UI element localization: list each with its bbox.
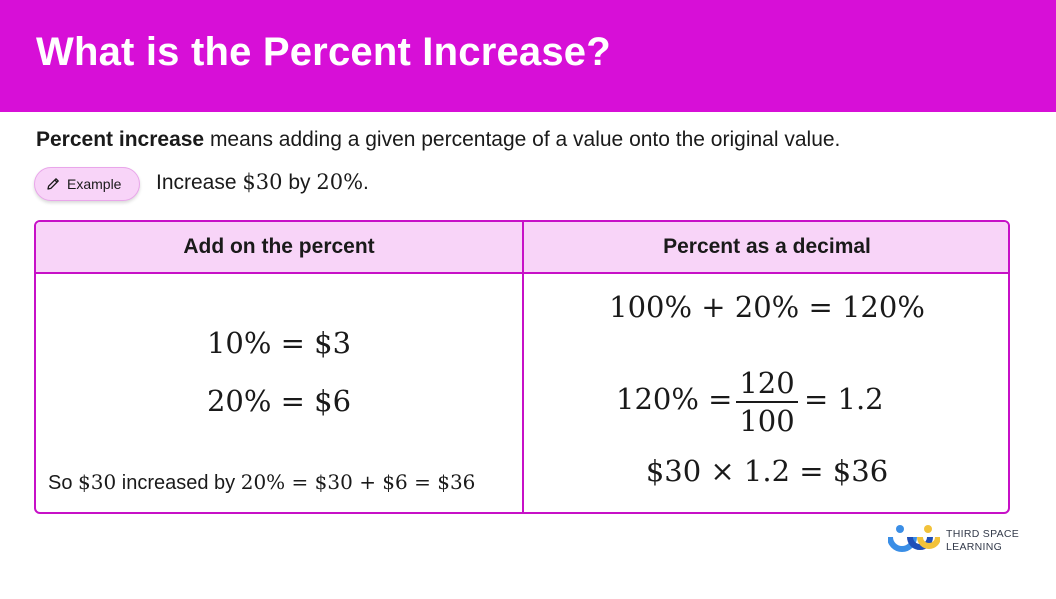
page-title: What is the Percent Increase? — [36, 30, 611, 74]
fraction-rhs: = 1.2 — [804, 382, 884, 416]
example-middle: by — [282, 171, 317, 194]
equation-120-percent: 100% + 20% = 120% — [609, 290, 925, 324]
logo-mark-icon — [888, 525, 940, 552]
pencil-icon — [47, 178, 59, 190]
fraction-denominator: 100 — [739, 404, 795, 438]
method-table: Add on the percent Percent as a decimal … — [34, 220, 1010, 514]
fraction: 120 100 — [736, 366, 798, 438]
summary-amount: $30 — [78, 470, 117, 494]
definition-term: Percent increase — [36, 128, 205, 151]
fraction-lhs: 120% = — [616, 382, 733, 416]
summary-middle: increased by — [116, 472, 241, 494]
cell-add-on-percent: 10% = $3 20% = $6 So $30 increased by 20… — [36, 274, 522, 512]
third-space-learning-logo: THIRD SPACE LEARNING — [888, 524, 1028, 556]
fraction-bar — [736, 401, 798, 403]
example-suffix: . — [363, 171, 369, 194]
definition-text: Percent increase means adding a given pe… — [36, 128, 840, 152]
summary-prefix: So — [48, 472, 79, 494]
logo-text: THIRD SPACE LEARNING — [946, 528, 1019, 554]
example-badge: Example — [34, 167, 140, 201]
logo-text-line1: THIRD SPACE — [946, 528, 1020, 540]
column-divider — [522, 222, 524, 512]
equation-20-percent: 20% = $6 — [206, 384, 352, 418]
header-percent-decimal: Percent as a decimal — [663, 235, 871, 258]
logo-text-line2: LEARNING — [946, 541, 1003, 553]
summary-line: So $30 increased by 20% = $30 + $6 = $36 — [48, 470, 475, 495]
example-label: Example — [67, 176, 122, 192]
fraction-numerator: 120 — [739, 366, 795, 400]
summary-math: 20% = $30 + $6 = $36 — [240, 470, 476, 494]
example-percent: 20% — [316, 170, 364, 194]
definition-body: means adding a given percentage of a val… — [204, 128, 841, 151]
example-prompt: Increase $30 by 20%. — [156, 170, 369, 195]
header-add-on-percent: Add on the percent — [183, 235, 375, 258]
example-prefix: Increase — [156, 171, 243, 194]
title-banner: What is the Percent Increase? — [0, 0, 1056, 112]
equation-multiply: $30 × 1.2 = $36 — [645, 454, 889, 488]
equation-10-percent: 10% = $3 — [206, 326, 352, 360]
cell-percent-decimal: 100% + 20% = 120% 120% = 120 100 = 1.2 $… — [524, 274, 1008, 512]
example-amount: $30 — [242, 170, 283, 194]
equation-fraction: 120% = 120 100 = 1.2 — [524, 366, 1008, 438]
